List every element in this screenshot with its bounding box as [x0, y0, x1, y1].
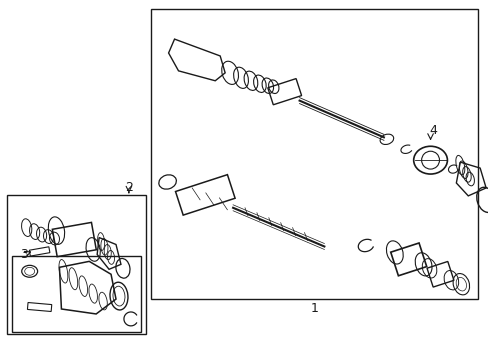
Text: 1: 1	[311, 302, 319, 315]
Text: 2: 2	[125, 181, 133, 194]
Text: 3: 3	[20, 248, 27, 261]
Text: 4: 4	[430, 124, 438, 137]
Bar	[7, 195, 146, 334]
Bar	[151, 9, 478, 299]
Bar	[12, 256, 141, 332]
